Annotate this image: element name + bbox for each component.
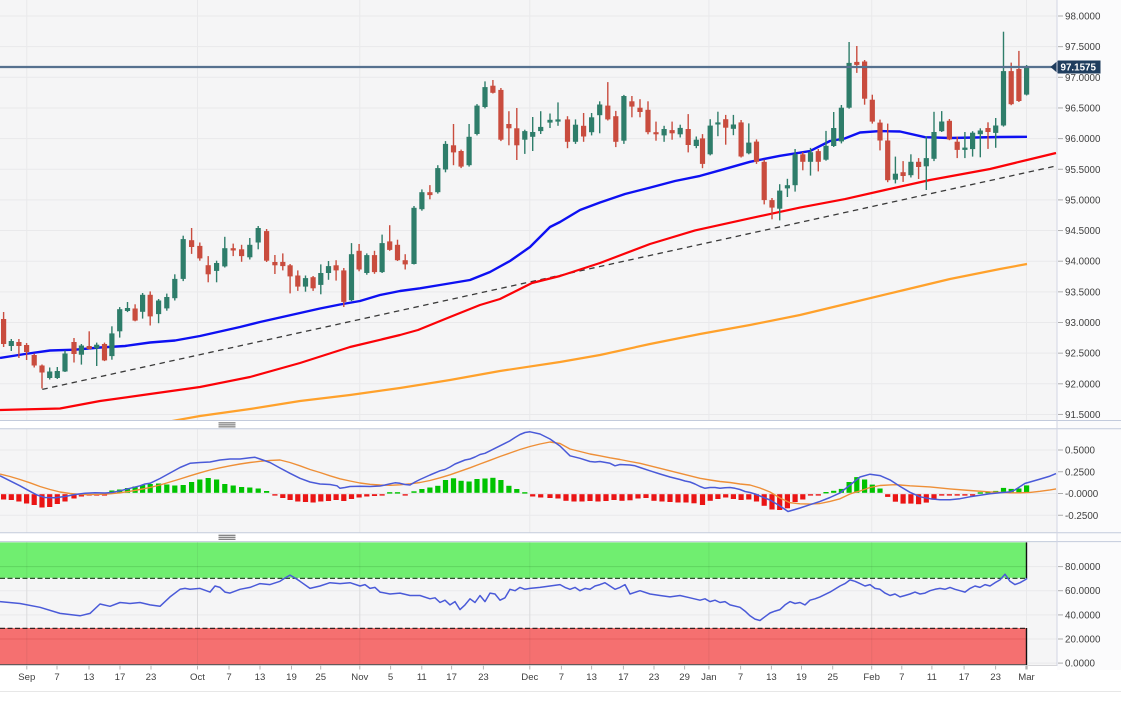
svg-text:7: 7 [226,672,231,683]
svg-text:0.5000: 0.5000 [1065,446,1096,457]
svg-text:0.2500: 0.2500 [1065,467,1096,478]
svg-text:60.0000: 60.0000 [1065,586,1101,597]
svg-text:95.0000: 95.0000 [1065,195,1101,206]
svg-text:-0.0000: -0.0000 [1065,489,1099,500]
svg-text:25: 25 [315,672,326,683]
svg-text:94.5000: 94.5000 [1065,226,1101,237]
svg-text:13: 13 [84,672,95,683]
svg-text:19: 19 [286,672,297,683]
svg-text:17: 17 [115,672,126,683]
svg-text:97.0000: 97.0000 [1065,73,1101,84]
svg-text:13: 13 [766,672,777,683]
svg-text:17: 17 [446,672,457,683]
svg-text:Feb: Feb [863,672,880,683]
svg-text:13: 13 [255,672,266,683]
svg-text:23: 23 [478,672,489,683]
svg-text:20.0000: 20.0000 [1065,635,1101,646]
svg-text:17: 17 [618,672,629,683]
svg-text:0.0000: 0.0000 [1065,659,1096,670]
svg-text:7: 7 [559,672,564,683]
svg-text:Oct: Oct [190,672,205,683]
svg-text:13: 13 [586,672,597,683]
svg-text:7: 7 [738,672,743,683]
svg-text:17: 17 [959,672,970,683]
svg-text:97.1575: 97.1575 [1061,63,1097,74]
svg-text:96.0000: 96.0000 [1065,134,1101,145]
svg-text:Dec: Dec [521,672,538,683]
svg-text:92.5000: 92.5000 [1065,349,1101,360]
svg-text:93.5000: 93.5000 [1065,287,1101,298]
svg-text:94.0000: 94.0000 [1065,257,1101,268]
svg-text:29: 29 [679,672,690,683]
svg-text:40.0000: 40.0000 [1065,610,1101,621]
svg-text:80.0000: 80.0000 [1065,562,1101,573]
svg-text:Jan: Jan [701,672,716,683]
svg-text:95.5000: 95.5000 [1065,165,1101,176]
svg-text:97.5000: 97.5000 [1065,42,1101,53]
svg-text:96.5000: 96.5000 [1065,103,1101,114]
svg-text:Sep: Sep [18,672,35,683]
svg-text:19: 19 [796,672,807,683]
svg-text:11: 11 [927,672,937,683]
svg-text:23: 23 [990,672,1001,683]
svg-text:7: 7 [899,672,904,683]
svg-text:98.0000: 98.0000 [1065,12,1101,23]
svg-text:93.0000: 93.0000 [1065,318,1101,329]
svg-text:5: 5 [388,672,393,683]
svg-text:-0.2500: -0.2500 [1065,511,1099,522]
svg-text:Nov: Nov [351,672,368,683]
svg-text:7: 7 [54,672,59,683]
svg-text:Mar: Mar [1018,672,1035,683]
svg-text:11: 11 [417,672,427,683]
svg-text:91.5000: 91.5000 [1065,410,1101,421]
svg-text:25: 25 [827,672,838,683]
svg-text:92.0000: 92.0000 [1065,379,1101,390]
svg-text:23: 23 [649,672,660,683]
svg-text:23: 23 [146,672,157,683]
